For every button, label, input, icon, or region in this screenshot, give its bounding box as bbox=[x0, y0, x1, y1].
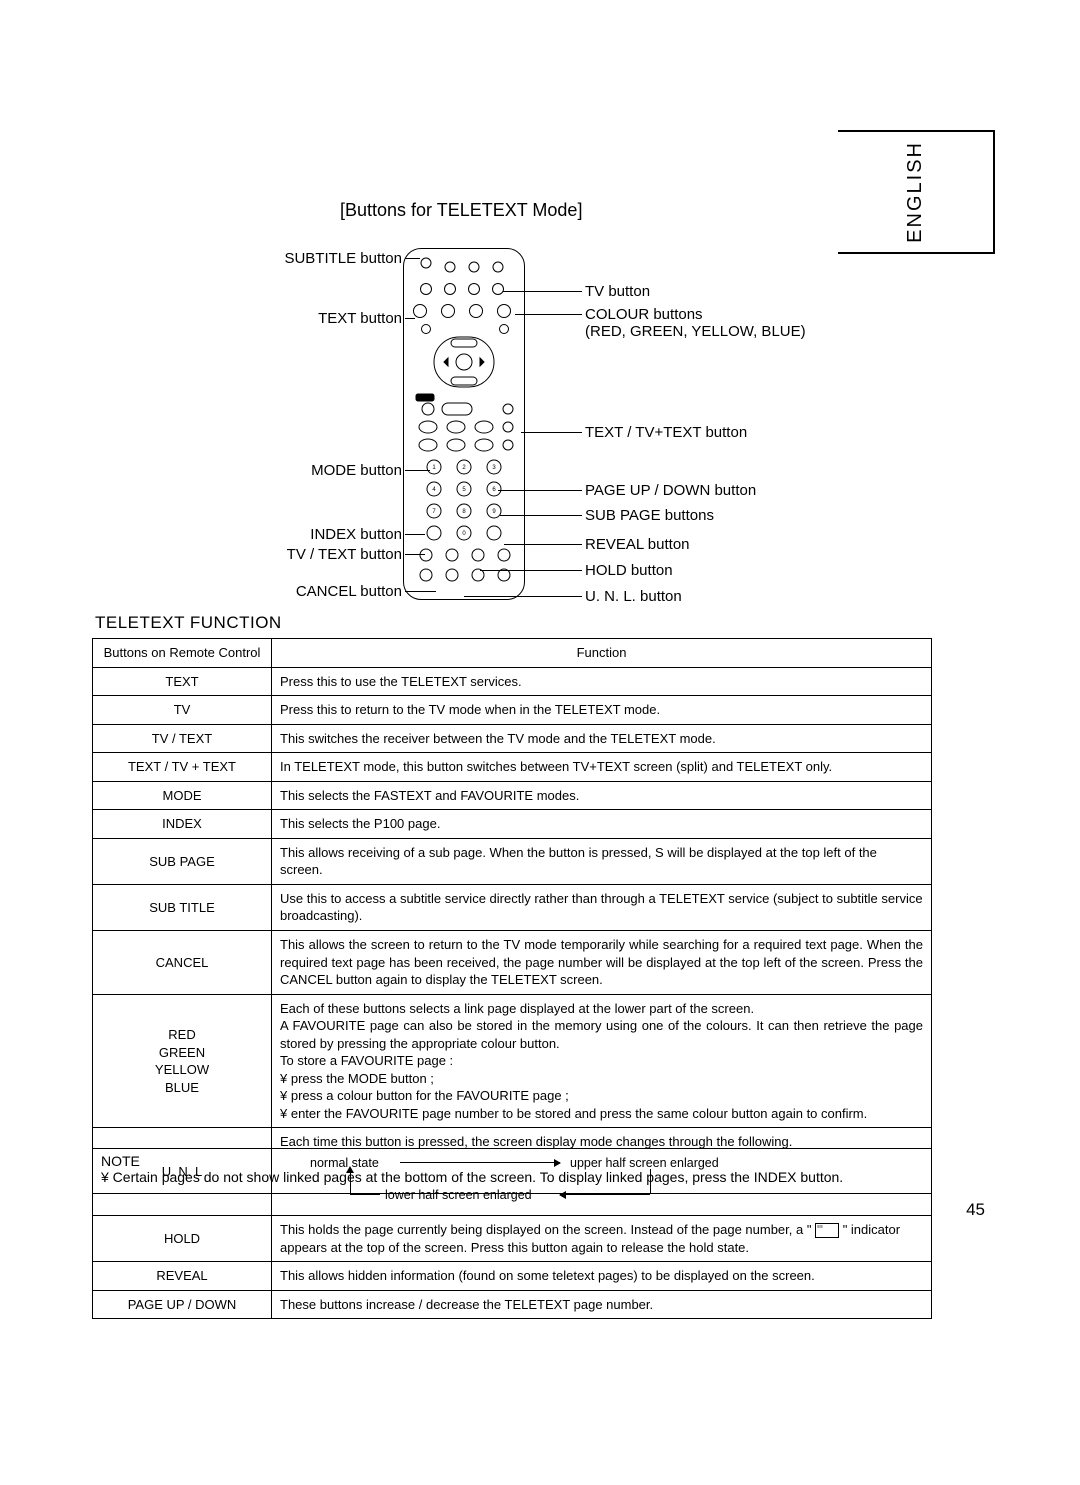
language-label: ENGLISH bbox=[904, 141, 927, 243]
svg-text:4: 4 bbox=[432, 487, 436, 493]
tvtext-label: TV / TEXT button bbox=[287, 546, 402, 563]
svg-text:2: 2 bbox=[462, 465, 466, 471]
lead-line bbox=[498, 490, 582, 491]
language-tab: ENGLISH bbox=[838, 130, 995, 254]
lead-line bbox=[405, 318, 415, 319]
page: ENGLISH [Buttons for TELETEXT Mode] bbox=[0, 0, 1080, 1485]
function-desc: This selects the P100 page. bbox=[272, 810, 932, 839]
table-header-buttons: Buttons on Remote Control bbox=[93, 639, 272, 668]
lead-line bbox=[515, 314, 582, 315]
table-row: PAGE UP / DOWNThese buttons increase / d… bbox=[93, 1290, 932, 1319]
note-title: NOTE bbox=[101, 1153, 923, 1169]
note-text: ¥ Certain pages do not show linked pages… bbox=[101, 1169, 923, 1185]
svg-text:1: 1 bbox=[432, 465, 436, 471]
function-desc: This holds the page currently being disp… bbox=[272, 1216, 932, 1262]
lead-line bbox=[405, 258, 420, 259]
table-row: SUB PAGEThis allows receiving of a sub p… bbox=[93, 838, 932, 884]
table-row: SUB TITLEUse this to access a subtitle s… bbox=[93, 884, 932, 930]
button-name: SUB PAGE bbox=[93, 838, 272, 884]
remote-svg: 1 2 3 4 5 6 7 8 9 0 bbox=[404, 249, 524, 599]
note-box: NOTE ¥ Certain pages do not show linked … bbox=[92, 1148, 932, 1194]
button-name: TV / TEXT bbox=[93, 724, 272, 753]
function-desc: Press this to return to the TV mode when… bbox=[272, 696, 932, 725]
button-name: TEXT bbox=[93, 667, 272, 696]
teletext-function-title: TELETEXT FUNCTION bbox=[95, 613, 282, 633]
lead-line bbox=[500, 515, 582, 516]
function-desc: Use this to access a subtitle service di… bbox=[272, 884, 932, 930]
svg-text:5: 5 bbox=[462, 487, 466, 493]
button-name: SUB TITLE bbox=[93, 884, 272, 930]
svg-text:9: 9 bbox=[492, 509, 496, 515]
index-label: INDEX button bbox=[310, 526, 402, 543]
hold-icon: ≡≡ bbox=[815, 1223, 839, 1238]
button-name: REVEAL bbox=[93, 1262, 272, 1291]
table-header-function: Function bbox=[272, 639, 932, 668]
function-desc: This switches the receiver between the T… bbox=[272, 724, 932, 753]
svg-text:6: 6 bbox=[492, 487, 496, 493]
table-row: INDEXThis selects the P100 page. bbox=[93, 810, 932, 839]
lead-line bbox=[405, 591, 436, 592]
mode-label: MODE button bbox=[311, 462, 402, 479]
colour-label: COLOUR buttons bbox=[585, 306, 703, 323]
function-desc: This selects the FASTEXT and FAVOURITE m… bbox=[272, 781, 932, 810]
diagram-title: [Buttons for TELETEXT Mode] bbox=[340, 200, 582, 221]
function-desc: In TELETEXT mode, this button switches b… bbox=[272, 753, 932, 782]
button-name: CANCEL bbox=[93, 931, 272, 995]
pageud-label: PAGE UP / DOWN button bbox=[585, 482, 756, 499]
colour-label-2: (RED, GREEN, YELLOW, BLUE) bbox=[585, 323, 806, 340]
svg-text:3: 3 bbox=[492, 465, 496, 471]
hold-label: HOLD button bbox=[585, 562, 673, 579]
button-name: INDEX bbox=[93, 810, 272, 839]
function-desc: This allows the screen to return to the … bbox=[272, 931, 932, 995]
function-desc: Press this to use the TELETEXT services. bbox=[272, 667, 932, 696]
table-row: HOLDThis holds the page currently being … bbox=[93, 1216, 932, 1262]
table-row: REVEALThis allows hidden information (fo… bbox=[93, 1262, 932, 1291]
lead-line bbox=[521, 432, 582, 433]
button-name: TV bbox=[93, 696, 272, 725]
lead-line bbox=[405, 534, 425, 535]
lead-line bbox=[480, 570, 582, 571]
button-name: HOLD bbox=[93, 1216, 272, 1262]
svg-text:8: 8 bbox=[462, 509, 466, 515]
function-desc: This allows receiving of a sub page. Whe… bbox=[272, 838, 932, 884]
button-name: MODE bbox=[93, 781, 272, 810]
table-row: MODEThis selects the FASTEXT and FAVOURI… bbox=[93, 781, 932, 810]
remote-control: 1 2 3 4 5 6 7 8 9 0 bbox=[403, 248, 525, 600]
texttv-label: TEXT / TV+TEXT button bbox=[585, 424, 747, 441]
lead-line bbox=[405, 470, 430, 471]
tv-label: TV button bbox=[585, 283, 650, 300]
table-row: CANCELThis allows the screen to return t… bbox=[93, 931, 932, 995]
lead-line bbox=[503, 291, 582, 292]
lead-line bbox=[504, 544, 582, 545]
unl-label: U. N. L. button bbox=[585, 588, 682, 605]
button-name: PAGE UP / DOWN bbox=[93, 1290, 272, 1319]
svg-text:0: 0 bbox=[462, 531, 466, 537]
button-name: TEXT / TV + TEXT bbox=[93, 753, 272, 782]
reveal-label: REVEAL button bbox=[585, 536, 690, 553]
table-row: TVPress this to return to the TV mode wh… bbox=[93, 696, 932, 725]
table-row: RED GREEN YELLOW BLUEEach of these butto… bbox=[93, 994, 932, 1128]
subpage-label: SUB PAGE buttons bbox=[585, 507, 714, 524]
page-number: 45 bbox=[966, 1200, 985, 1220]
cancel-label: CANCEL button bbox=[296, 583, 402, 600]
text-label: TEXT button bbox=[318, 310, 402, 327]
lead-line bbox=[405, 554, 425, 555]
table-row: TEXTPress this to use the TELETEXT servi… bbox=[93, 667, 932, 696]
function-desc: This allows hidden information (found on… bbox=[272, 1262, 932, 1291]
svg-text:7: 7 bbox=[432, 509, 436, 515]
function-desc: Each of these buttons selects a link pag… bbox=[272, 994, 932, 1128]
teletext-function-table: Buttons on Remote Control Function TEXTP… bbox=[92, 638, 932, 1319]
lead-line bbox=[464, 596, 582, 597]
table-row: TV / TEXTThis switches the receiver betw… bbox=[93, 724, 932, 753]
button-name: RED GREEN YELLOW BLUE bbox=[93, 994, 272, 1128]
table-row: TEXT / TV + TEXTIn TELETEXT mode, this b… bbox=[93, 753, 932, 782]
function-desc: These buttons increase / decrease the TE… bbox=[272, 1290, 932, 1319]
subtitle-label: SUBTITLE button bbox=[284, 250, 402, 267]
